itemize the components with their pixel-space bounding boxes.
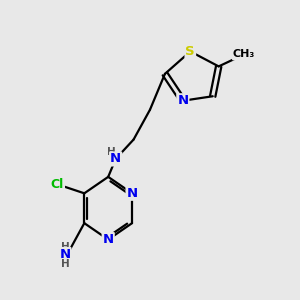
Text: S: S — [185, 45, 195, 58]
Text: Cl: Cl — [51, 178, 64, 191]
Text: N: N — [103, 233, 114, 246]
Text: N: N — [59, 248, 70, 261]
Text: CH₃: CH₃ — [233, 50, 255, 59]
Text: N: N — [110, 152, 121, 166]
Text: H: H — [61, 242, 69, 252]
Text: N: N — [127, 187, 138, 200]
Text: H: H — [61, 260, 69, 269]
Text: N: N — [177, 94, 188, 107]
Text: H: H — [107, 147, 116, 158]
